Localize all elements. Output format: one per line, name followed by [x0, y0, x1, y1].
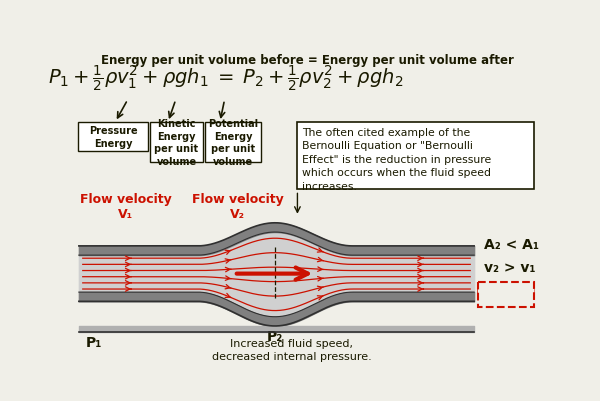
Text: Flow velocity
V₂: Flow velocity V₂ [192, 192, 284, 221]
Text: P₂ < P₁!: P₂ < P₁! [476, 288, 536, 302]
Text: The often cited example of the
Bernoulli Equation or "Bernoulli
Effect" is the r: The often cited example of the Bernoulli… [302, 127, 491, 191]
Bar [205, 123, 261, 162]
Bar [478, 282, 534, 307]
Text: $P_1 + \frac{1}{2}\rho v_1^2 + \rho g h_1$$\; =\; P_2 + \frac{1}{2}\rho v_2^2 + : $P_1 + \frac{1}{2}\rho v_1^2 + \rho g h_… [49, 63, 404, 93]
Text: Increased fluid speed,
decreased internal pressure.: Increased fluid speed, decreased interna… [212, 338, 372, 362]
Text: A₂ < A₁: A₂ < A₁ [484, 237, 539, 251]
Bar [298, 123, 534, 189]
Text: Energy per unit volume before = Energy per unit volume after: Energy per unit volume before = Energy p… [101, 53, 514, 67]
Text: P₂: P₂ [267, 329, 283, 343]
Text: Pressure
Energy: Pressure Energy [89, 126, 137, 148]
Text: Flow velocity
V₁: Flow velocity V₁ [79, 192, 171, 221]
Bar [78, 123, 148, 152]
Text: P₁: P₁ [86, 335, 102, 349]
Bar [150, 123, 203, 162]
Text: Kinetic
Energy
per unit
volume: Kinetic Energy per unit volume [154, 119, 199, 166]
Text: Potential
Energy
per unit
volume: Potential Energy per unit volume [208, 119, 258, 166]
Text: v₂ > v₁: v₂ > v₁ [484, 260, 536, 274]
